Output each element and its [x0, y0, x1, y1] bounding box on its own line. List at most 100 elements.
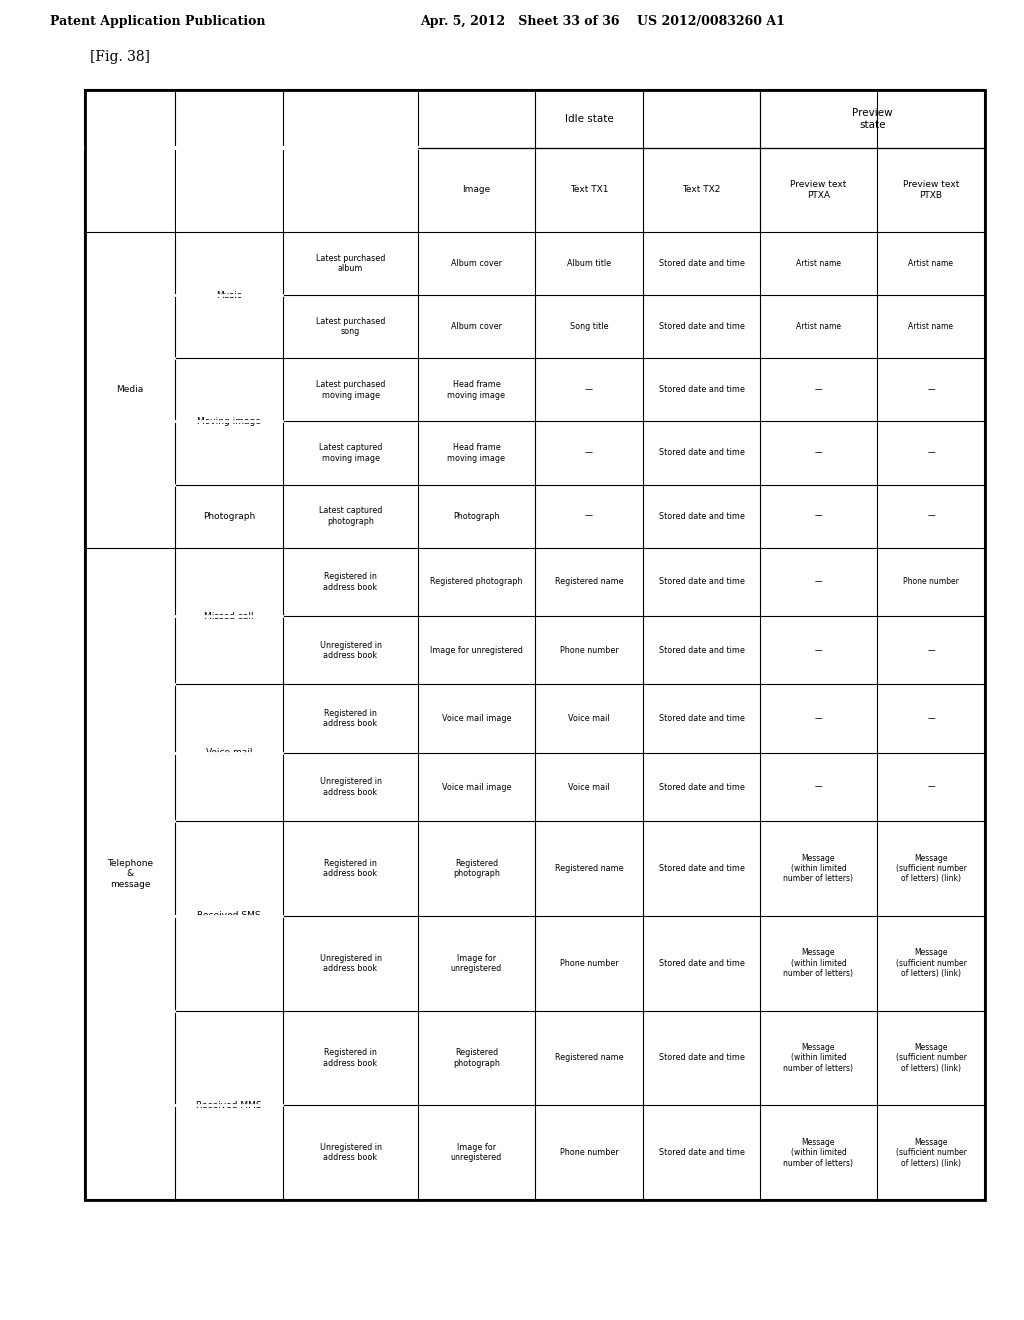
Text: Moving image: Moving image — [197, 417, 261, 426]
Text: Latest captured
photograph: Latest captured photograph — [318, 507, 382, 525]
Text: Artist name: Artist name — [908, 259, 953, 268]
Text: Received SMS: Received SMS — [198, 911, 261, 920]
Bar — [176, 149, 282, 231]
Bar — [85, 90, 985, 1200]
Text: Song title: Song title — [569, 322, 608, 331]
Text: Album title: Album title — [567, 259, 611, 268]
Text: Head frame
moving image: Head frame moving image — [447, 380, 506, 400]
Text: —: — — [927, 645, 935, 655]
Text: Text TX2: Text TX2 — [682, 185, 721, 194]
Text: —: — — [815, 385, 822, 395]
Text: Registered
photograph: Registered photograph — [453, 859, 500, 878]
Text: Unregistered in
address book: Unregistered in address book — [319, 1143, 382, 1163]
Text: Filter
category: Filter category — [110, 152, 151, 170]
Text: —: — — [927, 783, 935, 792]
Text: —: — — [815, 783, 822, 792]
Bar — [86, 149, 174, 231]
Text: Message
(within limited
number of letters): Message (within limited number of letter… — [783, 948, 853, 978]
Text: Telephone
&
message: Telephone & message — [106, 859, 153, 888]
Text: Artist name: Artist name — [796, 259, 841, 268]
Text: Message
(sufficient number
of letters) (link): Message (sufficient number of letters) (… — [896, 948, 967, 978]
Text: Stored date and time: Stored date and time — [658, 1148, 744, 1158]
Text: Message
(within limited
number of letters): Message (within limited number of letter… — [783, 854, 853, 883]
Text: Apr. 5, 2012   Sheet 33 of 36    US 2012/0083260 A1: Apr. 5, 2012 Sheet 33 of 36 US 2012/0083… — [420, 15, 784, 28]
Text: Latest purchased
album: Latest purchased album — [315, 253, 385, 273]
Text: [Fig. 38]: [Fig. 38] — [90, 50, 150, 63]
Text: Message
(sufficient number
of letters) (link): Message (sufficient number of letters) (… — [896, 1138, 967, 1168]
Text: Filter
category: Filter category — [110, 181, 151, 199]
Text: —: — — [585, 449, 593, 458]
Text: Photograph: Photograph — [454, 512, 500, 520]
Text: Subcategory: Subcategory — [201, 185, 258, 194]
Text: Preview text
PTXB: Preview text PTXB — [903, 181, 959, 199]
Text: Received MMS: Received MMS — [197, 1101, 262, 1110]
Text: Voice mail: Voice mail — [568, 714, 610, 723]
Text: Phone number: Phone number — [560, 645, 618, 655]
Text: Head frame
moving image: Head frame moving image — [447, 444, 506, 463]
Text: —: — — [815, 645, 822, 655]
Text: Album cover: Album cover — [451, 322, 502, 331]
Text: Latest purchased
moving image: Latest purchased moving image — [315, 380, 385, 400]
Text: Stored date and time: Stored date and time — [658, 958, 744, 968]
Text: Unregistered in
address book: Unregistered in address book — [319, 953, 382, 973]
Text: Stored date and time: Stored date and time — [658, 322, 744, 331]
Text: Unregistered in
address book: Unregistered in address book — [319, 640, 382, 660]
Text: —: — — [815, 714, 822, 723]
Text: Preview text
PTXA: Preview text PTXA — [791, 181, 847, 199]
Text: Stored date and time: Stored date and time — [658, 449, 744, 458]
Text: Image for unregistered: Image for unregistered — [430, 645, 523, 655]
Text: Registered name: Registered name — [555, 865, 624, 873]
Text: —: — — [927, 512, 935, 520]
Text: Voice mail: Voice mail — [568, 783, 610, 792]
Text: Registered in
address book: Registered in address book — [324, 859, 378, 878]
Text: Latest purchased
song: Latest purchased song — [315, 317, 385, 337]
Text: Message
(sufficient number
of letters) (link): Message (sufficient number of letters) (… — [896, 1043, 967, 1073]
Text: Stored date and time: Stored date and time — [658, 865, 744, 873]
Text: Image for
unregistered: Image for unregistered — [451, 1143, 502, 1163]
Text: Album cover: Album cover — [451, 259, 502, 268]
Text: Stored date and time: Stored date and time — [658, 645, 744, 655]
Text: Artist name: Artist name — [796, 322, 841, 331]
Text: Artist name: Artist name — [908, 322, 953, 331]
Text: Image for
unregistered: Image for unregistered — [451, 953, 502, 973]
Text: —: — — [585, 512, 593, 520]
Text: Message
(within limited
number of letters): Message (within limited number of letter… — [783, 1043, 853, 1073]
Text: Stored date and time: Stored date and time — [658, 714, 744, 723]
Text: Stored date and time: Stored date and time — [658, 512, 744, 520]
Text: Missed call: Missed call — [204, 611, 254, 620]
Text: Registered name: Registered name — [555, 1053, 624, 1063]
Bar — [284, 149, 417, 231]
Text: Phone number: Phone number — [903, 577, 958, 586]
Text: Voice mail: Voice mail — [206, 748, 252, 758]
Text: Registered name: Registered name — [555, 577, 624, 586]
Text: Latest captured
moving image: Latest captured moving image — [318, 444, 382, 463]
Text: —: — — [815, 512, 822, 520]
Text: Text TX1: Text TX1 — [569, 185, 608, 194]
Text: —: — — [815, 449, 822, 458]
Text: Message
(within limited
number of letters): Message (within limited number of letter… — [783, 1138, 853, 1168]
Text: Registered in
address book: Registered in address book — [324, 572, 378, 591]
Text: —: — — [927, 449, 935, 458]
Text: Phone number: Phone number — [560, 958, 618, 968]
Text: Stored date and time: Stored date and time — [658, 783, 744, 792]
Text: Message
(sufficient number
of letters) (link): Message (sufficient number of letters) (… — [896, 854, 967, 883]
Text: Stored date and time: Stored date and time — [658, 385, 744, 395]
Text: Idle state: Idle state — [564, 114, 613, 124]
Text: —: — — [927, 714, 935, 723]
Text: Preview
state: Preview state — [852, 108, 893, 129]
Text: Stored date and time: Stored date and time — [658, 577, 744, 586]
Text: Voice mail image: Voice mail image — [441, 783, 511, 792]
Bar — [85, 90, 985, 1200]
Text: Unregistered in
address book: Unregistered in address book — [319, 777, 382, 797]
Text: Patent Application Publication: Patent Application Publication — [50, 15, 265, 28]
Text: Photograph: Photograph — [203, 512, 255, 520]
Text: Stored date and time: Stored date and time — [658, 259, 744, 268]
Text: —: — — [585, 385, 593, 395]
Text: Image: Image — [463, 185, 490, 194]
Text: —: — — [815, 577, 822, 586]
Text: Voice mail image: Voice mail image — [441, 714, 511, 723]
Text: Subcategory: Subcategory — [201, 157, 258, 165]
Text: Registered
photograph: Registered photograph — [453, 1048, 500, 1068]
Text: Registered in
address book: Registered in address book — [324, 709, 378, 729]
Text: Media: Media — [117, 385, 143, 395]
